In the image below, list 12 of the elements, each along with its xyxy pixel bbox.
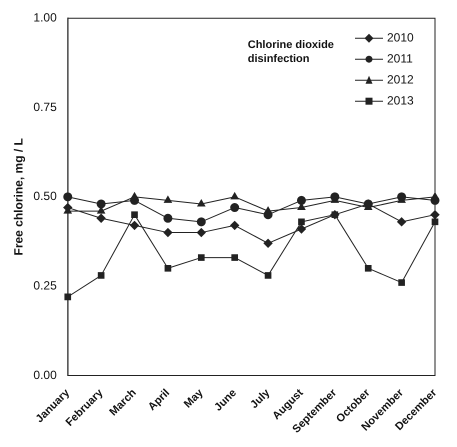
y-axis-title: Free chlorine, mg / L	[12, 138, 26, 256]
legend-label: 2013	[387, 94, 414, 108]
legend-label: 2010	[387, 30, 414, 45]
y-tick-label: 1.00	[33, 10, 58, 25]
legend-label: 2011	[387, 52, 414, 66]
y-tick-label: 0.00	[33, 368, 58, 382]
y-tick-label: 0.25	[33, 278, 58, 292]
y-tick-label: 0.50	[33, 189, 58, 204]
annotation: Chlorine dioxide disinfection	[248, 39, 334, 66]
legend-label: 2012	[387, 72, 414, 87]
x-tick-label: July	[248, 386, 273, 411]
y-tick-label: 0.75	[33, 100, 58, 114]
